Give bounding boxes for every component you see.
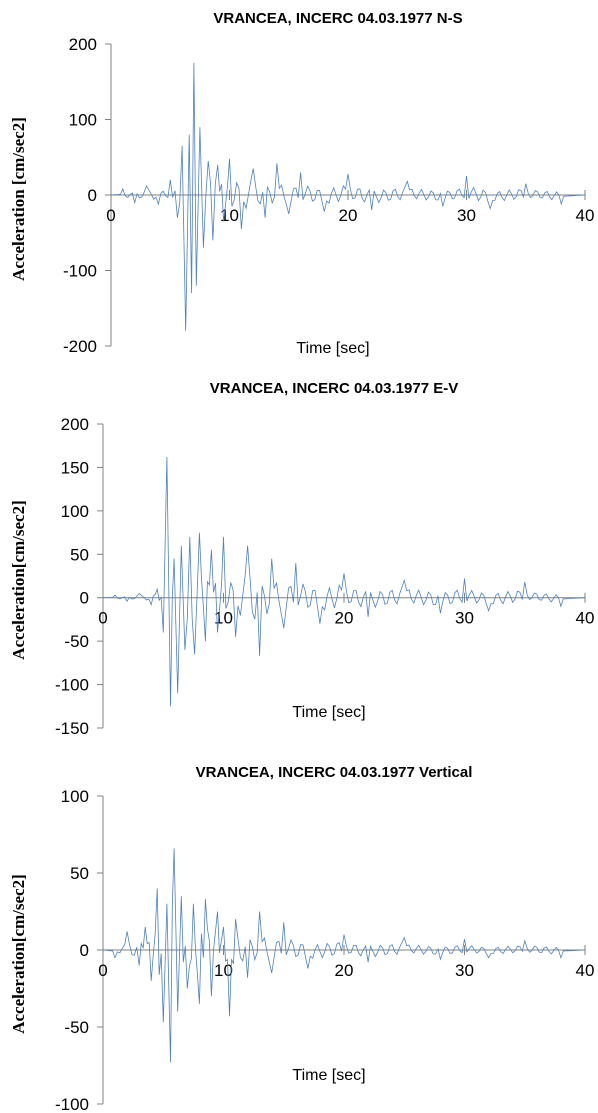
y-tick-label: 200 (69, 35, 97, 54)
chart-title: VRANCEA, INCERC 04.03.1977 N-S (213, 10, 462, 27)
chart-panel-2: VRANCEA, INCERC 04.03.1977 E-V2001501005… (9, 380, 594, 738)
chart-title: VRANCEA, INCERC 04.03.1977 E-V (210, 380, 458, 397)
x-tick-label: 30 (457, 206, 476, 225)
y-axis-label: Acceleration [cm/sec2] (9, 117, 28, 281)
y-tick-label: -50 (64, 632, 89, 651)
y-tick-label: 0 (80, 589, 89, 608)
x-axis-label: Time [sec] (296, 340, 369, 357)
x-tick-label: 20 (339, 206, 358, 225)
y-tick-label: -100 (55, 676, 89, 695)
x-tick-label: 40 (576, 961, 595, 980)
y-tick-label: 100 (61, 502, 89, 521)
x-tick-label: 20 (335, 609, 354, 628)
x-tick-label: 0 (106, 206, 115, 225)
y-tick-label: 100 (69, 111, 97, 130)
y-axis-label: Acceleration[cm/sec2] (9, 500, 28, 660)
y-tick-label: 200 (61, 415, 89, 434)
y-tick-label: -150 (55, 719, 89, 738)
x-axis-label: Time [sec] (292, 704, 365, 721)
y-tick-label: -100 (55, 1095, 89, 1113)
x-tick-label: 40 (576, 206, 595, 225)
x-tick-label: 40 (576, 609, 595, 628)
x-tick-label: 0 (98, 609, 107, 628)
x-tick-label: 10 (214, 961, 233, 980)
chart-title: VRANCEA, INCERC 04.03.1977 Vertical (196, 764, 473, 781)
acceleration-series-line (102, 456, 586, 707)
y-tick-label: 50 (70, 864, 89, 883)
y-tick-label: -50 (64, 1018, 89, 1037)
y-tick-label: 150 (61, 458, 89, 477)
x-axis-label: Time [sec] (292, 1067, 365, 1084)
chart-panel-3: VRANCEA, INCERC 04.03.1977 Vertical10050… (9, 764, 594, 1113)
y-tick-label: 0 (88, 186, 97, 205)
x-tick-label: 20 (335, 961, 354, 980)
acceleration-series-line (110, 62, 586, 331)
acceleration-series-line (102, 848, 586, 1063)
x-tick-label: 10 (214, 609, 233, 628)
y-tick-label: -100 (63, 262, 97, 281)
y-tick-label: -200 (63, 337, 97, 356)
y-axis-label: Acceleration[cm/sec2] (9, 874, 28, 1034)
y-tick-label: 0 (80, 941, 89, 960)
x-tick-label: 30 (455, 609, 474, 628)
x-tick-label: 30 (455, 961, 474, 980)
y-tick-label: 100 (61, 787, 89, 806)
x-tick-label: 0 (98, 961, 107, 980)
y-tick-label: 50 (70, 545, 89, 564)
chart-panel-1: VRANCEA, INCERC 04.03.1977 N-S2001000-10… (9, 10, 594, 357)
